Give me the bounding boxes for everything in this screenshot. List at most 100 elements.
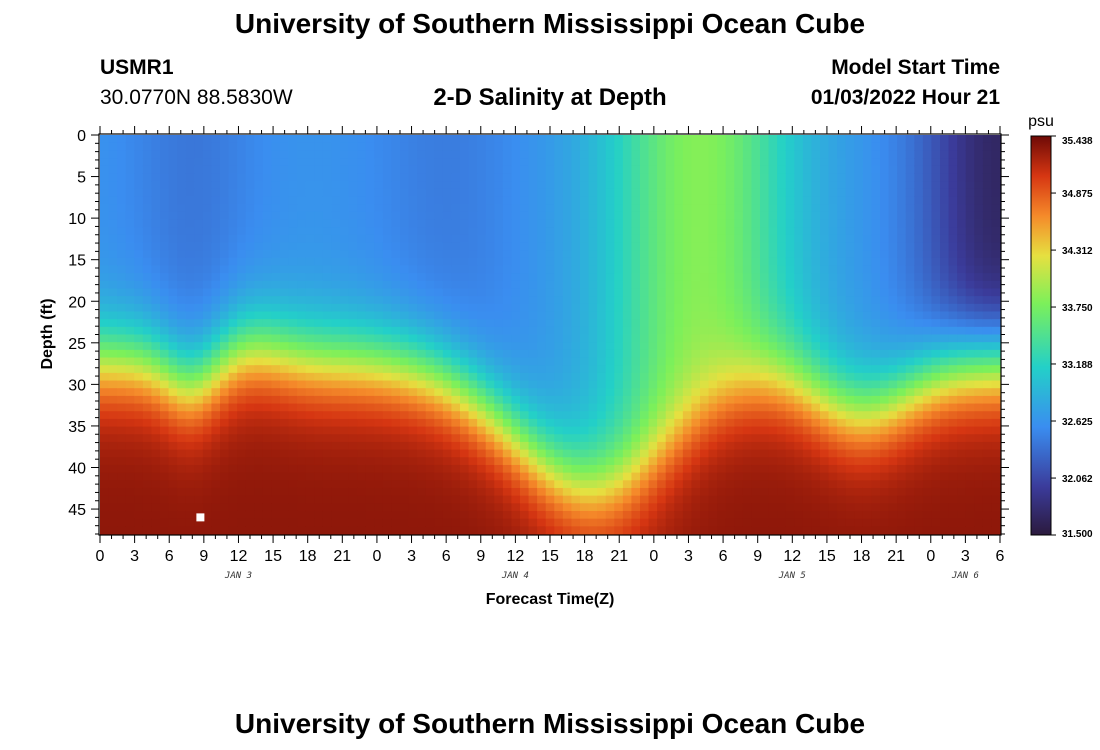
heatmap-cell: [837, 487, 847, 497]
heatmap-cell: [768, 265, 778, 274]
heatmap-cell: [545, 388, 555, 397]
heatmap-cell: [254, 150, 264, 159]
heatmap-cell: [554, 181, 564, 190]
heatmap-cell: [262, 503, 273, 512]
heatmap-cell: [117, 434, 127, 443]
heatmap-cell: [854, 211, 864, 220]
heatmap-cell: [700, 181, 710, 190]
heatmap-cell: [245, 380, 255, 389]
heatmap-cell: [494, 135, 504, 144]
heatmap-cell: [331, 457, 341, 466]
heatmap-cell: [400, 303, 410, 313]
heatmap-cell: [288, 349, 298, 359]
heatmap-cell: [108, 158, 118, 167]
heatmap-cell: [400, 418, 410, 428]
heatmap-cell: [177, 449, 187, 458]
heatmap-cell: [108, 165, 118, 174]
heatmap-cell: [820, 464, 830, 474]
heatmap-cell: [725, 234, 735, 244]
heatmap-cell: [331, 158, 341, 167]
heatmap-cell: [708, 273, 718, 282]
heatmap-cell: [811, 188, 821, 197]
heatmap-cell: [614, 457, 624, 466]
heatmap-cell: [322, 464, 333, 474]
heatmap-cell: [760, 273, 770, 282]
heatmap-cell: [622, 303, 633, 313]
heatmap-cell: [331, 403, 341, 412]
heatmap-cell: [511, 411, 521, 420]
heatmap-cell: [545, 319, 555, 328]
heatmap-cell: [562, 434, 573, 443]
heatmap-cell: [871, 526, 881, 535]
heatmap-cell: [657, 342, 667, 351]
heatmap-cell: [905, 165, 915, 174]
heatmap-cell: [348, 403, 358, 412]
heatmap-cell: [537, 510, 547, 520]
heatmap-cell: [425, 250, 435, 259]
heatmap-cell: [271, 518, 281, 527]
heatmap-cell: [528, 457, 538, 466]
heatmap-cell: [194, 165, 204, 174]
heatmap-cell: [768, 457, 778, 466]
heatmap-cell: [888, 441, 898, 451]
heatmap-cell: [442, 211, 453, 220]
heatmap-cell: [391, 158, 401, 167]
heatmap-cell: [442, 434, 453, 443]
heatmap-cell: [108, 380, 118, 389]
heatmap-cell: [854, 472, 864, 481]
heatmap-cell: [391, 457, 401, 466]
heatmap-cell: [640, 434, 650, 443]
heatmap-cell: [434, 165, 444, 174]
heatmap-cell: [905, 334, 915, 343]
heatmap-cell: [777, 311, 787, 320]
heatmap-cell: [734, 342, 744, 351]
heatmap-cell: [237, 288, 247, 297]
heatmap-cell: [562, 273, 573, 282]
heatmap-cell: [777, 388, 787, 397]
heatmap-cell: [194, 388, 204, 397]
heatmap-cell: [211, 411, 221, 420]
heatmap-cell: [622, 296, 633, 305]
heatmap-cell: [571, 273, 581, 282]
heatmap-cell: [665, 395, 675, 405]
heatmap-cell: [434, 395, 444, 405]
heatmap-cell: [108, 526, 118, 535]
heatmap-cell: [468, 196, 478, 205]
heatmap-cell: [708, 303, 718, 313]
heatmap-cell: [168, 365, 178, 374]
heatmap-cell: [451, 211, 461, 220]
heatmap-cell: [674, 480, 684, 489]
heatmap-cell: [888, 273, 898, 282]
heatmap-cell: [837, 296, 847, 305]
heatmap-cell: [828, 219, 838, 228]
heatmap-cell: [160, 234, 170, 244]
heatmap-cell: [871, 165, 881, 174]
heatmap-cell: [288, 196, 298, 205]
heatmap-cell: [571, 326, 581, 336]
heatmap-cell: [794, 173, 804, 182]
heatmap-cell: [657, 250, 667, 259]
heatmap-cell: [100, 211, 110, 220]
heatmap-cell: [554, 142, 564, 151]
heatmap-cell: [820, 204, 830, 213]
heatmap-cell: [314, 441, 324, 451]
heatmap-cell: [134, 196, 144, 205]
heatmap-cell: [802, 434, 813, 443]
heatmap-cell: [845, 449, 855, 458]
heatmap-cell: [802, 349, 813, 359]
heatmap-cell: [828, 173, 838, 182]
heatmap-cell: [160, 357, 170, 366]
heatmap-cell: [588, 196, 598, 205]
heatmap-cell: [254, 526, 264, 535]
heatmap-cell: [340, 211, 350, 220]
heatmap-cell: [614, 441, 624, 451]
heatmap-cell: [220, 242, 230, 251]
heatmap-cell: [648, 250, 658, 259]
heatmap-cell: [794, 503, 804, 512]
heatmap-cell: [434, 158, 444, 167]
heatmap-cell: [571, 334, 581, 343]
heatmap-cell: [777, 495, 787, 504]
heatmap-cell: [100, 464, 110, 474]
heatmap-cell: [442, 242, 453, 251]
heatmap-cell: [751, 296, 761, 305]
